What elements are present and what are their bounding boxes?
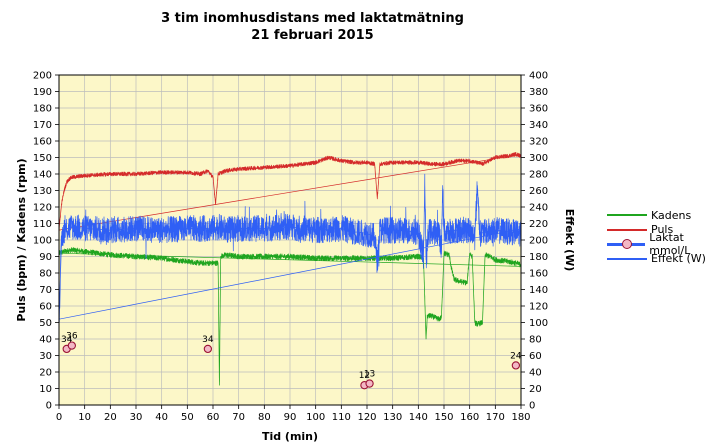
x-tick-label: 10 bbox=[78, 412, 91, 423]
x-tick-label: 30 bbox=[130, 412, 143, 423]
laktat-point bbox=[511, 361, 521, 370]
y-right-tick-label: 320 bbox=[529, 137, 548, 148]
y-axis-right-label: Effekt (W) bbox=[563, 209, 576, 271]
y-left-tick-label: 30 bbox=[39, 351, 52, 362]
y-left-tick-label: 70 bbox=[39, 285, 52, 296]
y-left-tick-label: 160 bbox=[33, 137, 52, 148]
legend-label-puls: Puls bbox=[651, 223, 674, 237]
y-left-tick-label: 100 bbox=[33, 236, 52, 247]
legend-item-puls: Puls bbox=[607, 223, 725, 238]
y-left-tick-label: 190 bbox=[33, 87, 52, 98]
x-axis-label: Tid (min) bbox=[262, 430, 318, 443]
series-effekt-w-line bbox=[58, 173, 522, 323]
x-tick-label: 70 bbox=[232, 412, 245, 423]
legend-swatch-kadens bbox=[607, 208, 647, 222]
y-left-tick-label: 180 bbox=[33, 104, 52, 115]
x-tick-label: 150 bbox=[434, 412, 453, 423]
laktat-data-label: 34 bbox=[202, 335, 214, 345]
x-tick-label: 80 bbox=[258, 412, 271, 423]
y-right-tick-label: 180 bbox=[529, 252, 548, 263]
x-tick-label: 50 bbox=[181, 412, 194, 423]
plot-frame bbox=[58, 74, 522, 406]
series-kadens-line bbox=[58, 247, 522, 386]
y-right-tick-label: 40 bbox=[529, 368, 542, 379]
laktat-data-label: 13 bbox=[364, 370, 375, 380]
y-right-tick-label: 240 bbox=[529, 203, 548, 214]
y-left-tick-label: 10 bbox=[39, 384, 52, 395]
y-right-tick-label: 120 bbox=[529, 302, 548, 313]
y-left-tick-label: 40 bbox=[39, 335, 52, 346]
legend-label-effekt: Effekt (W) bbox=[651, 252, 706, 266]
y-axis-left-label: Puls (bpm) / Kadens (rpm) bbox=[15, 158, 28, 321]
y-left-tick-label: 90 bbox=[39, 252, 52, 263]
x-tick-label: 0 bbox=[56, 412, 62, 423]
y-right-tick-label: 220 bbox=[529, 219, 548, 230]
x-tick-label: 160 bbox=[460, 412, 479, 423]
legend-swatch-puls bbox=[607, 223, 647, 237]
y-left-tick-label: 130 bbox=[33, 186, 52, 197]
y-right-tick-label: 20 bbox=[529, 384, 542, 395]
y-left-tick-label: 140 bbox=[33, 170, 52, 181]
chart-title: 3 tim inomhusdistans med laktatmätning bbox=[161, 11, 464, 26]
laktat-data-label: 36 bbox=[66, 332, 78, 342]
y-right-tick-label: 380 bbox=[529, 87, 548, 98]
legend-swatch-laktat bbox=[607, 237, 646, 251]
x-tick-label: 110 bbox=[332, 412, 351, 423]
y-right-tick-label: 100 bbox=[529, 318, 548, 329]
y-right-tick-label: 0 bbox=[529, 401, 535, 412]
legend-item-effekt: Effekt (W) bbox=[607, 252, 725, 267]
x-tick-label: 100 bbox=[306, 412, 325, 423]
legend-item-laktat: Laktat mmol/L bbox=[607, 231, 725, 257]
y-right-tick-label: 300 bbox=[529, 153, 548, 164]
x-tick-label: 60 bbox=[207, 412, 220, 423]
y-right-tick-label: 60 bbox=[529, 351, 542, 362]
y-left-tick-label: 200 bbox=[33, 71, 52, 82]
y-right-tick-label: 260 bbox=[529, 186, 548, 197]
chart-subtitle: 21 februari 2015 bbox=[251, 28, 374, 43]
y-left-tick-label: 20 bbox=[39, 368, 52, 379]
y-right-tick-label: 140 bbox=[529, 285, 548, 296]
y-right-tick-label: 80 bbox=[529, 335, 542, 346]
x-tick-label: 20 bbox=[104, 412, 117, 423]
y-left-tick-label: 60 bbox=[39, 302, 52, 313]
y-left-tick-label: 150 bbox=[33, 153, 52, 164]
legend-swatch-effekt bbox=[607, 252, 647, 266]
y-right-tick-label: 340 bbox=[529, 120, 548, 131]
y-right-tick-label: 360 bbox=[529, 104, 548, 115]
laktat-data-label: 12 bbox=[359, 371, 370, 381]
y-left-tick-label: 0 bbox=[46, 401, 52, 412]
y-right-tick-label: 400 bbox=[529, 71, 548, 82]
laktat-data-label: 24 bbox=[510, 351, 522, 361]
x-tick-label: 180 bbox=[511, 412, 530, 423]
x-tick-label: 120 bbox=[357, 412, 376, 423]
x-tick-label: 170 bbox=[486, 412, 505, 423]
x-tick-label: 90 bbox=[284, 412, 297, 423]
laktat-point bbox=[67, 341, 76, 350]
y-left-tick-label: 110 bbox=[33, 219, 52, 230]
x-tick-label: 40 bbox=[155, 412, 168, 423]
y-left-tick-label: 120 bbox=[33, 203, 52, 214]
y-right-tick-label: 160 bbox=[529, 269, 548, 280]
laktat-point bbox=[365, 379, 374, 388]
y-left-tick-label: 50 bbox=[39, 318, 52, 329]
series-puls-line bbox=[58, 151, 522, 231]
legend-label-laktat: Laktat mmol/L bbox=[649, 231, 691, 258]
y-right-tick-label: 280 bbox=[529, 170, 548, 181]
laktat-point bbox=[203, 344, 213, 354]
y-left-tick-label: 80 bbox=[39, 269, 52, 280]
x-tick-label: 140 bbox=[409, 412, 428, 423]
legend-label-kadens: Kadens bbox=[651, 208, 692, 222]
legend-item-kadens: Kadens bbox=[607, 208, 725, 223]
y-right-tick-label: 200 bbox=[529, 236, 548, 247]
legend: Kadens Puls Laktat mmol/L Effekt (W) bbox=[607, 208, 725, 266]
y-left-tick-label: 170 bbox=[33, 120, 52, 131]
laktat-data-label: 34 bbox=[61, 335, 73, 345]
x-tick-label: 130 bbox=[383, 412, 402, 423]
